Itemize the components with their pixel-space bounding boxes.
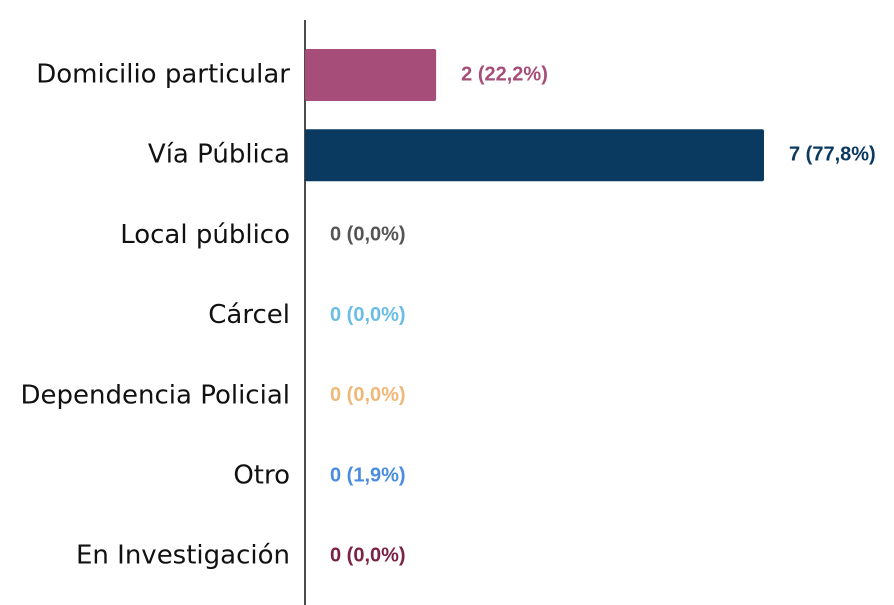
category-label: Cárcel (208, 300, 290, 330)
value-label: 0 (0,0%) (330, 544, 406, 566)
category-label: Local público (120, 220, 290, 250)
category-label: Vía Pública (148, 140, 290, 170)
value-label: 0 (0,0%) (330, 224, 406, 246)
value-label: 7 (77,8%) (789, 143, 876, 165)
category-label: En Investigación (76, 541, 290, 571)
value-label: 0 (0,0%) (330, 384, 406, 406)
value-label: 0 (0,0%) (330, 304, 406, 326)
category-label: Otro (233, 461, 290, 491)
category-label: Domicilio particular (36, 60, 290, 90)
category-label: Dependencia Policial (21, 380, 290, 410)
bar (305, 129, 764, 182)
value-label: 0 (1,9%) (330, 464, 406, 486)
value-label: 2 (22,2%) (461, 63, 548, 85)
bar (305, 49, 437, 101)
